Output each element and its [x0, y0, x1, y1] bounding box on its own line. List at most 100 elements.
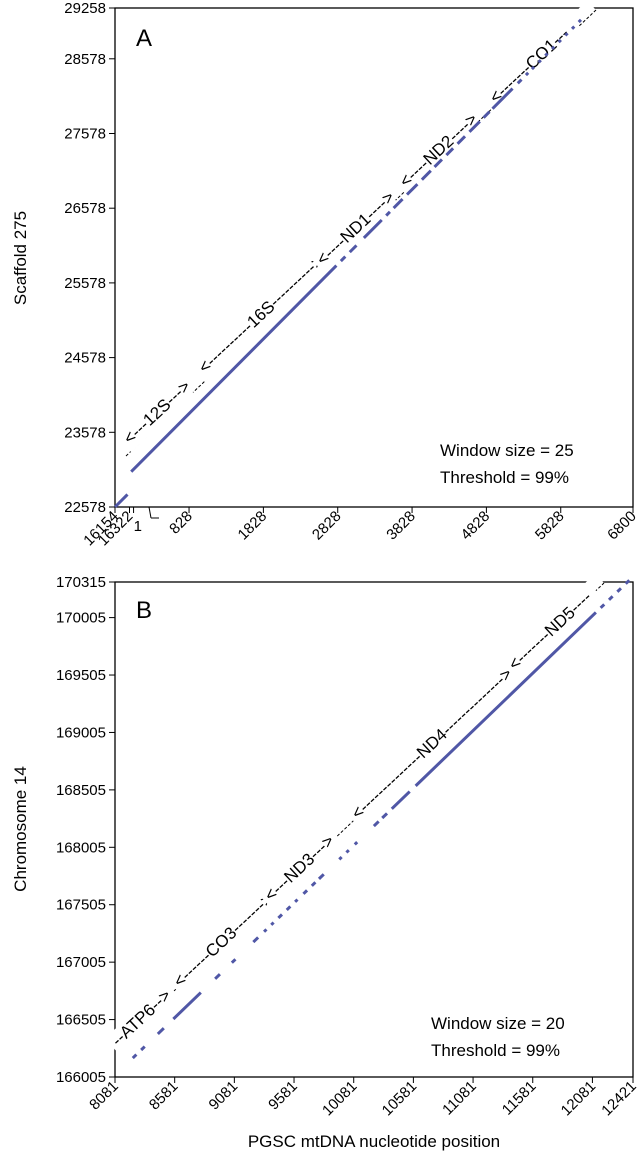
svg-text:<-------ND5----: <-------ND5----: [505, 588, 596, 674]
panel-a-alignment-segment: [564, 32, 569, 37]
panel-b-gene-nd4: <--------------ND4-------------->: [345, 658, 525, 828]
panel-b-label: B: [136, 597, 152, 624]
panel-a-alignment-segment: [544, 52, 549, 57]
panel-b-alignment-segment: [302, 889, 309, 895]
panel-a-alignment-segment: [113, 493, 129, 509]
panel-a-alignment-segment: [339, 255, 347, 263]
panel-b-y-tick-label: 170005: [56, 610, 106, 627]
panel-b-alignment-segment: [599, 603, 606, 609]
panel-b-alignment-segment: [310, 881, 317, 887]
panel-b-gene-co3: <------CO3------->: [167, 889, 280, 996]
panel-b-alignment-segment: [317, 873, 325, 880]
panel-b-gene-nd5: <-------ND5----: [502, 583, 603, 679]
panel-b-alignment-segment: [294, 898, 299, 903]
panel-a-x-tick-label: 828: [166, 508, 196, 538]
panel-b-alignment-segment: [252, 936, 260, 944]
panel-a-y-axis-title: Scaffold 275: [11, 211, 30, 305]
panel-a-y-tick-label: 27578: [64, 125, 106, 142]
panel-b-y-tick-label: 168505: [56, 782, 106, 799]
panel-b-x-tick-label: 8581: [146, 1078, 182, 1114]
panel-b-y-tick-label: 167005: [56, 954, 106, 971]
panel-a-alignment-segment: [445, 147, 455, 157]
svg-text:<----ND1---->: <----ND1---->: [313, 187, 399, 269]
panel-a-gene-nd1: <----ND1---->: [310, 187, 399, 274]
x-axis-title: PGSC mtDNA nucleotide position: [248, 1132, 500, 1151]
panel-b-x-tick-label: 11581: [499, 1078, 540, 1119]
panel-b-alignment-segment: [285, 905, 292, 911]
panel-b-y-axis-title: Chromosome 14: [11, 766, 30, 892]
panel-b-alignment-segment: [214, 973, 221, 980]
panel-b-alignment-segment: [230, 958, 237, 964]
panel-b-alignment-segment: [156, 1027, 165, 1036]
panel-a-alignment-segment: [524, 71, 530, 77]
panel-a-gene-nd2: <----ND2---->: [393, 109, 482, 196]
panel-b-alignment-segment: [381, 812, 389, 820]
panel-b-y-tick-label: 166005: [56, 1069, 106, 1086]
panel-b-x-tick-label: 9581: [265, 1078, 301, 1114]
panel-a-alignment-segment: [348, 244, 358, 254]
panel-b-alignment-segment: [140, 1045, 146, 1052]
panel-a-alignment-segment: [570, 25, 576, 30]
panel-a-window-size: Window size = 25: [440, 441, 574, 460]
panel-a-frame: [114, 7, 634, 508]
panel-a-alignment-segment: [577, 18, 583, 24]
panel-a-alignment-segment: [550, 45, 556, 50]
panel-b-x-tick-label: 9081: [206, 1078, 242, 1114]
panel-b-x-tick-label: 11081: [439, 1078, 480, 1119]
panel-b-alignment-segment: [624, 579, 631, 585]
panel-b-window-size: Window size = 20: [431, 1014, 565, 1033]
panel-b-alignment-segment: [372, 820, 380, 828]
panel-b-x-tick-label: 12081: [558, 1078, 600, 1120]
panel-a-x-tick-label: 6800: [604, 508, 640, 544]
panel-a-alignment-segment: [405, 183, 419, 196]
panel-b-gene-atp6: --ATP6-->: [105, 983, 180, 1055]
panel-b-x-tick-label: 12421: [598, 1078, 640, 1120]
panel-a-alignment-segment: [491, 87, 514, 110]
panel-b-x-tick-label: 10581: [379, 1078, 421, 1120]
panel-b-y-tick-label: 170315: [56, 574, 106, 591]
panel-b: B Chromosome 14 Window size = 20 Thresho…: [11, 573, 640, 1151]
panel-a-alignment-segment: [482, 110, 491, 119]
panel-a-y-tick-label: 22578: [64, 499, 106, 516]
panel-b-y-tick-label: 169005: [56, 724, 106, 741]
panel-a-y-tick-label: 26578: [64, 200, 106, 217]
panel-a-x-tick-label: 5828: [532, 508, 568, 544]
panel-a-x-tick-label: 1: [134, 518, 142, 535]
panel-a-threshold: Threshold = 99%: [440, 468, 569, 487]
panel-a-junction-bracket: [148, 506, 152, 519]
svg-text:<--------------ND4------------: <--------------ND4-------------->: [348, 664, 516, 823]
panel-b-y-tick-label: 167505: [56, 897, 106, 914]
panel-a-x-tick-label: 3828: [383, 508, 419, 544]
panel-a-alignment-segment: [516, 78, 523, 85]
panel-a-alignment-segment: [392, 198, 404, 210]
panel-a-alignment-segment: [362, 218, 383, 239]
panel-a-alignment-segment: [530, 65, 536, 71]
panel-b-alignment-segment: [172, 991, 202, 1021]
svg-text:<----ND2---->: <----ND2---->: [396, 109, 482, 191]
panel-b-y-tick-label: 168005: [56, 839, 106, 856]
panel-a-alignment-segment: [420, 169, 432, 181]
panel-a-x-tick-label: 4828: [458, 508, 494, 544]
panel-b-threshold: Threshold = 99%: [431, 1041, 560, 1060]
panel-a-y-tick-label: 29258: [64, 0, 106, 17]
panel-a-label: A: [136, 25, 152, 52]
panel-a-x-tick-label: 2828: [309, 508, 345, 544]
panel-a-alignment-segment: [537, 59, 542, 64]
panel-a-y-tick-label: 23578: [64, 424, 106, 441]
panel-a-y-tick-label: 24578: [64, 350, 106, 367]
panel-b-frame: [114, 581, 634, 1078]
panel-b-alignment-segment: [277, 913, 284, 920]
panel-a-alignment-segment: [557, 38, 562, 44]
panel-a-y-tick-label: 25578: [64, 275, 106, 292]
panel-b-x-tick-label: 10081: [319, 1078, 361, 1120]
panel-b-alignment-segment: [390, 790, 411, 810]
panel-a: A Scaffold 275 Window size = 25 Threshol…: [11, 0, 640, 549]
panel-a-x-tick-label: 1828: [235, 508, 271, 544]
panel-a-alignment-segment: [456, 135, 467, 145]
panel-a-gene-co1: <-------CO1---: [483, 16, 584, 112]
panel-a-alignment-segment: [468, 120, 481, 133]
svg-text:<------CO3------->: <------CO3------->: [170, 889, 277, 991]
panel-b-alignment-segment: [353, 841, 359, 846]
panel-a-alignment-segment: [433, 158, 444, 169]
